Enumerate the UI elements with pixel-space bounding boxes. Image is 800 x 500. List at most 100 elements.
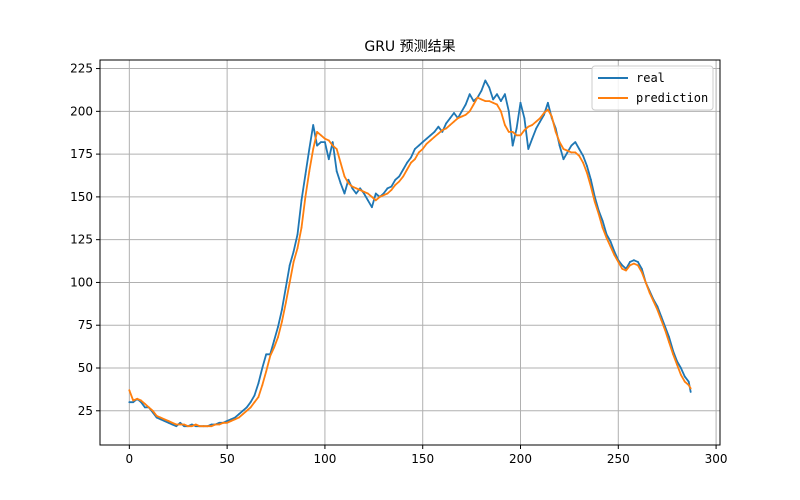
prediction-point bbox=[445, 127, 448, 130]
real-point bbox=[394, 178, 397, 181]
real-point bbox=[523, 117, 526, 120]
real-point bbox=[633, 259, 635, 262]
prediction-point bbox=[198, 425, 201, 428]
real-point bbox=[144, 406, 146, 409]
real-point bbox=[445, 122, 448, 125]
real-point bbox=[363, 192, 365, 195]
prediction-point bbox=[687, 384, 690, 386]
prediction-point bbox=[194, 423, 197, 426]
real-point bbox=[492, 98, 494, 101]
prediction-point bbox=[265, 370, 268, 373]
prediction-point bbox=[531, 124, 534, 126]
real-point bbox=[406, 161, 408, 164]
x-tick-label: 250 bbox=[607, 452, 630, 466]
real-point bbox=[689, 391, 692, 393]
real-point bbox=[327, 158, 330, 161]
prediction-point bbox=[214, 423, 217, 426]
series-prediction bbox=[128, 96, 692, 428]
prediction-point bbox=[574, 151, 577, 154]
y-tick-label: 200 bbox=[70, 104, 93, 118]
real-point bbox=[339, 182, 342, 185]
prediction-point bbox=[327, 139, 330, 142]
prediction-point bbox=[136, 397, 139, 400]
real-point bbox=[191, 423, 193, 426]
real-point bbox=[300, 199, 303, 202]
real-point bbox=[519, 101, 522, 104]
prediction-point bbox=[171, 421, 174, 424]
prediction-point bbox=[386, 192, 389, 195]
y-tick-label: 100 bbox=[70, 275, 93, 289]
real-point bbox=[292, 250, 295, 253]
real-point bbox=[453, 112, 455, 114]
prediction-point bbox=[582, 161, 584, 164]
real-point bbox=[257, 382, 260, 385]
real-point bbox=[547, 101, 549, 104]
prediction-point bbox=[601, 226, 604, 229]
real-point bbox=[500, 100, 502, 102]
prediction-point bbox=[238, 416, 240, 419]
real-point bbox=[359, 187, 361, 190]
prediction-point bbox=[562, 148, 565, 150]
real-point bbox=[261, 367, 264, 369]
prediction-point bbox=[511, 131, 514, 133]
real-point bbox=[335, 170, 338, 173]
real-point bbox=[347, 178, 350, 181]
real-point bbox=[343, 192, 346, 195]
real-point bbox=[472, 100, 475, 102]
real-point bbox=[245, 406, 248, 409]
prediction-point bbox=[175, 423, 178, 426]
real-point bbox=[629, 261, 631, 263]
prediction-point bbox=[202, 425, 205, 428]
prediction-point bbox=[296, 247, 299, 250]
prediction-point bbox=[480, 98, 483, 101]
real-point bbox=[680, 367, 682, 369]
prediction-point bbox=[167, 420, 170, 422]
prediction-point bbox=[347, 182, 350, 185]
prediction-point bbox=[578, 154, 581, 157]
prediction-point bbox=[378, 196, 381, 198]
real-point bbox=[312, 124, 315, 126]
prediction-point bbox=[151, 409, 154, 412]
prediction-point bbox=[367, 192, 369, 195]
real-point bbox=[249, 401, 252, 404]
prediction-point bbox=[539, 117, 541, 120]
series-real bbox=[128, 79, 692, 428]
prediction-point bbox=[324, 137, 326, 140]
prediction-point bbox=[648, 291, 651, 294]
chart-title: GRU 预测结果 bbox=[364, 39, 455, 55]
prediction-point bbox=[331, 144, 334, 147]
real-point bbox=[504, 93, 506, 96]
real-point bbox=[515, 127, 518, 130]
prediction-point bbox=[273, 346, 275, 349]
real-point bbox=[351, 187, 354, 190]
prediction-point bbox=[535, 120, 538, 123]
prediction-point bbox=[253, 401, 256, 404]
y-tick-label: 175 bbox=[70, 147, 93, 161]
prediction-point bbox=[644, 281, 647, 284]
prediction-point bbox=[374, 199, 377, 202]
series-layer bbox=[128, 79, 692, 428]
prediction-point bbox=[543, 112, 545, 114]
prediction-point bbox=[558, 141, 561, 144]
prediction-point bbox=[519, 134, 522, 137]
real-point bbox=[183, 425, 186, 428]
prediction-point bbox=[292, 261, 295, 263]
prediction-point bbox=[155, 415, 158, 417]
y-tick-label: 25 bbox=[78, 404, 93, 418]
real-point bbox=[480, 89, 483, 92]
real-point bbox=[687, 380, 690, 383]
prediction-point bbox=[128, 389, 131, 392]
real-point bbox=[464, 103, 467, 106]
real-point bbox=[574, 141, 577, 144]
x-tick-label: 150 bbox=[411, 452, 434, 466]
real-point bbox=[562, 158, 565, 161]
prediction-point bbox=[390, 189, 393, 191]
prediction-point bbox=[472, 103, 475, 106]
real-point bbox=[460, 110, 463, 113]
real-point bbox=[449, 117, 451, 120]
real-point bbox=[637, 261, 639, 263]
y-tick-label: 75 bbox=[78, 318, 93, 332]
real-point bbox=[171, 423, 174, 426]
real-point bbox=[324, 141, 326, 144]
prediction-point bbox=[382, 194, 385, 197]
